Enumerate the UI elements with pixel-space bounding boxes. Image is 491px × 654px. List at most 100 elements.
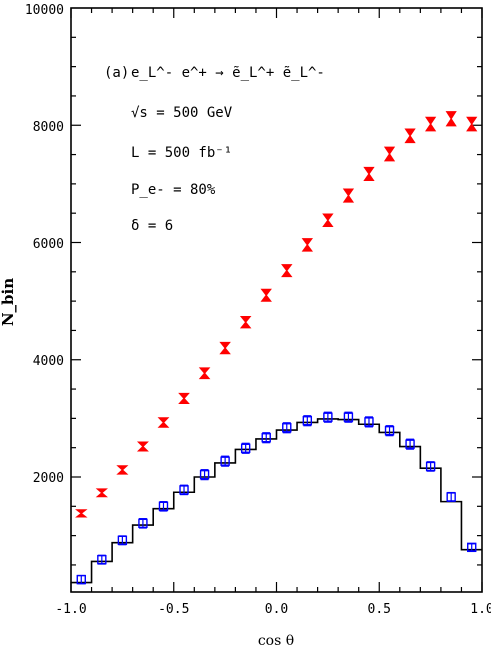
blue-data-point bbox=[240, 442, 251, 454]
error-marker bbox=[239, 316, 252, 329]
error-marker bbox=[219, 341, 231, 355]
x-axis-title: cos θ bbox=[258, 633, 294, 649]
square-marker bbox=[261, 433, 271, 443]
error-marker bbox=[116, 465, 129, 475]
delta-label: δ = 6 bbox=[131, 218, 173, 234]
blue-data-point bbox=[323, 411, 333, 423]
red-data-point bbox=[136, 441, 149, 452]
red-data-point bbox=[466, 116, 478, 132]
blue-data-point bbox=[446, 491, 456, 502]
square-marker bbox=[425, 461, 436, 472]
polarization-label: P_e- = 80% bbox=[131, 182, 216, 198]
error-marker bbox=[466, 116, 478, 132]
red-data-point bbox=[75, 509, 88, 518]
plot-frame bbox=[70, 7, 483, 593]
annotation-block: (a) e_L^- e^+ → ẽ_L^+ ẽ_L^- √s = 500 GeV… bbox=[104, 65, 325, 234]
error-marker bbox=[322, 213, 334, 227]
process-label: e_L^- e^+ → ẽ_L^+ ẽ_L^- bbox=[131, 65, 325, 81]
blue-data-point bbox=[199, 469, 210, 481]
blue-data-point bbox=[138, 518, 148, 529]
error-marker bbox=[95, 488, 108, 498]
x-tick-label: 1.0 bbox=[470, 602, 491, 617]
red-data-point bbox=[342, 188, 355, 203]
red-data-point bbox=[445, 111, 457, 127]
red-data-point bbox=[219, 341, 231, 355]
square-marker bbox=[117, 535, 128, 546]
x-tick-label: -1.0 bbox=[55, 602, 86, 617]
error-marker bbox=[383, 146, 396, 162]
red-data-point bbox=[425, 116, 437, 132]
process-tag: (a) bbox=[104, 65, 129, 81]
error-marker bbox=[178, 392, 190, 405]
error-marker bbox=[75, 509, 88, 518]
blue-data-point bbox=[302, 415, 313, 427]
square-marker bbox=[405, 439, 415, 449]
blue-data-point bbox=[425, 461, 436, 472]
square-marker bbox=[343, 412, 354, 422]
error-marker bbox=[342, 188, 355, 203]
red-data-point bbox=[281, 264, 293, 278]
blue-data-point bbox=[261, 432, 271, 444]
red-data-point bbox=[301, 238, 314, 252]
x-tick-label: 0.5 bbox=[368, 602, 391, 617]
square-marker bbox=[240, 443, 251, 453]
square-marker bbox=[179, 485, 189, 495]
y-tick-label: 6000 bbox=[33, 237, 64, 252]
error-marker bbox=[363, 166, 375, 181]
square-marker bbox=[158, 501, 169, 512]
blue-data-point bbox=[282, 422, 292, 434]
error-marker bbox=[157, 417, 170, 428]
square-marker bbox=[364, 417, 374, 427]
error-marker bbox=[445, 111, 457, 127]
blue-data-point bbox=[76, 574, 86, 585]
error-marker bbox=[136, 441, 149, 452]
red-data-point bbox=[322, 213, 334, 227]
blue-data-point bbox=[179, 484, 189, 496]
y-tick-label: 4000 bbox=[33, 354, 64, 369]
x-tick-label: -0.5 bbox=[158, 602, 189, 617]
blue-data-point bbox=[343, 411, 354, 423]
y-tick-label: 10000 bbox=[25, 3, 64, 18]
error-marker bbox=[425, 116, 437, 132]
square-marker bbox=[199, 469, 210, 480]
square-marker bbox=[138, 518, 148, 529]
blue-data-point bbox=[467, 542, 477, 553]
blue-data-point bbox=[384, 425, 395, 437]
square-marker bbox=[323, 412, 333, 422]
red-data-point bbox=[95, 488, 108, 498]
blue-data-point bbox=[117, 535, 128, 546]
error-marker bbox=[301, 238, 314, 252]
red-data-point bbox=[239, 316, 252, 329]
red-data-point bbox=[178, 392, 190, 405]
blue-data-point bbox=[158, 501, 169, 512]
x-tick-label: 0.0 bbox=[265, 602, 288, 617]
luminosity-label: L = 500 fb⁻¹ bbox=[131, 145, 232, 161]
red-data-point bbox=[404, 128, 416, 144]
red-data-point bbox=[198, 367, 211, 380]
square-marker bbox=[446, 492, 456, 502]
square-marker bbox=[302, 416, 313, 426]
red-data-point bbox=[116, 465, 129, 475]
y-tick-label: 2000 bbox=[33, 471, 64, 486]
square-marker bbox=[384, 425, 395, 436]
red-data-point bbox=[363, 166, 375, 181]
square-marker bbox=[220, 456, 230, 466]
y-tick-label: 8000 bbox=[33, 120, 64, 135]
error-marker bbox=[260, 288, 272, 302]
blue-data-point bbox=[364, 416, 374, 428]
red-data-point bbox=[260, 288, 272, 302]
error-marker bbox=[281, 264, 293, 278]
axis-ticks bbox=[70, 8, 483, 592]
red-data-point bbox=[157, 417, 170, 428]
red-data-point bbox=[383, 146, 396, 162]
square-marker bbox=[76, 574, 86, 585]
histogram-step-line bbox=[71, 418, 482, 584]
blue-data-point bbox=[405, 438, 415, 450]
blue-data-point bbox=[97, 554, 107, 565]
error-marker bbox=[404, 128, 416, 144]
square-marker bbox=[97, 554, 107, 565]
error-marker bbox=[198, 367, 211, 380]
data-points-layer bbox=[75, 111, 478, 585]
square-marker bbox=[467, 542, 477, 553]
